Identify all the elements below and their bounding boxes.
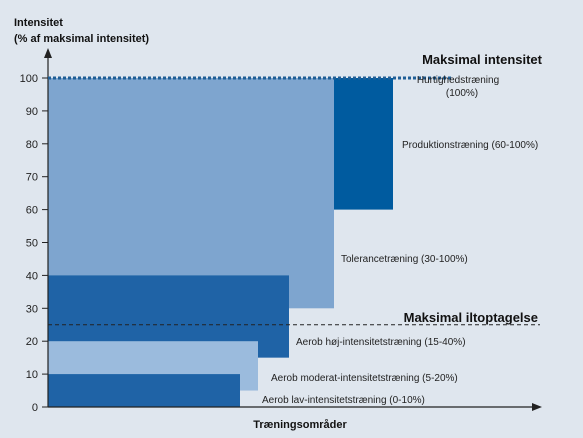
y-tick-label: 40: [26, 270, 38, 282]
y-tick-label: 50: [26, 238, 38, 250]
aerob-lav-label: Aerob lav-intensitetstræning (0-10%): [262, 395, 425, 406]
max-intensity-label: Maksimal intensitet: [422, 52, 543, 67]
y-axis-arrow: [44, 48, 52, 58]
max-oxygen-label: Maksimal iltoptagelse: [404, 310, 538, 325]
y-tick-label: 10: [26, 369, 38, 381]
aerob-moderat-label: Aerob moderat-intensitetstræning (5-20%): [271, 373, 458, 384]
y-tick-label: 60: [26, 205, 38, 217]
hurtighed-label-line2: (100%): [446, 88, 478, 99]
x-axis-label: Træningsområder: [253, 419, 347, 431]
tolerance-label: Tolerancetræning (30-100%): [341, 254, 468, 265]
band-aerob-lav-intensitetstræning: [48, 374, 240, 407]
y-tick-label: 30: [26, 303, 38, 315]
y-tick-label: 80: [26, 139, 38, 151]
y-axis-label-line2: (% af maksimal intensitet): [14, 33, 149, 45]
produktion-label: Produktionstræning (60-100%): [402, 140, 538, 151]
y-tick-label: 70: [26, 172, 38, 184]
aerob-hoej-label: Aerob høj-intensitetstræning (15-40%): [296, 337, 466, 348]
band-produktionstræning: [334, 78, 393, 210]
y-tick-label: 0: [32, 402, 38, 414]
hurtighed-label-line1: Hurtighedstræning: [417, 75, 499, 86]
x-axis-arrow: [532, 403, 542, 411]
band-tolerancetræning: [48, 78, 334, 309]
y-tick-label: 20: [26, 336, 38, 348]
y-tick-label: 90: [26, 106, 38, 118]
y-tick-label: 100: [20, 73, 38, 85]
y-axis-label-line1: Intensitet: [14, 17, 63, 29]
